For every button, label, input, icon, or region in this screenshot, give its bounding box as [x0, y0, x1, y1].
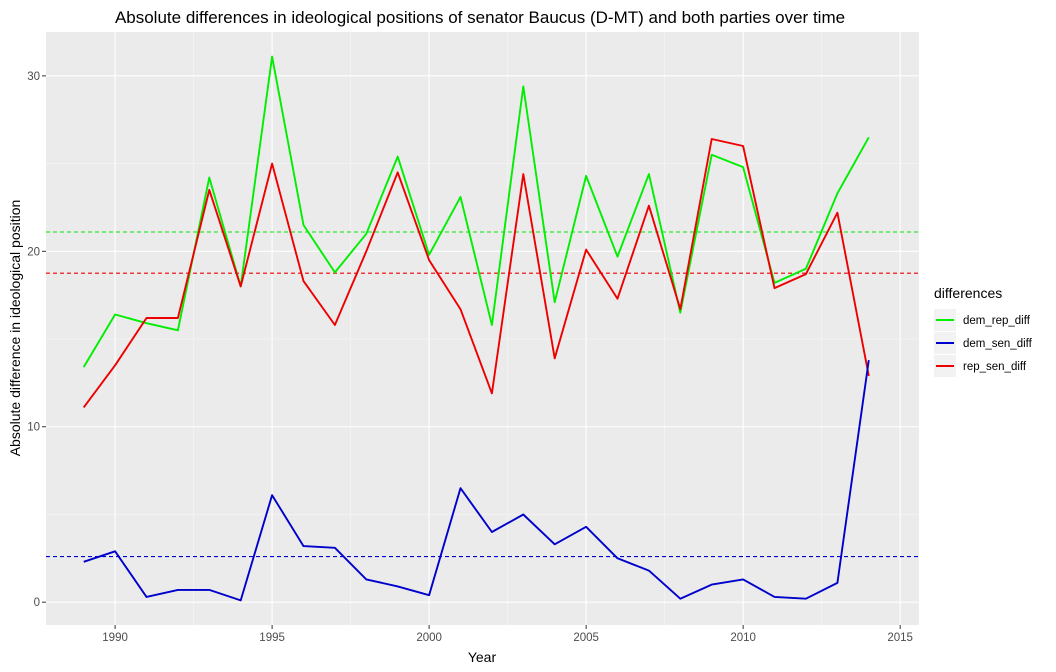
x-tick-label: 1995	[259, 632, 285, 644]
y-tick-label: 30	[27, 71, 40, 83]
x-tick-label: 2000	[416, 632, 442, 644]
y-tick-label: 10	[27, 422, 40, 434]
series-line-rep_sen_diff	[82, 138, 870, 408]
minor-gridlines	[46, 32, 919, 625]
x-tick-label: 1990	[102, 632, 128, 644]
x-axis-title: Year	[468, 649, 497, 665]
legend-items: dem_rep_diff dem_sen_diff rep_sen_diff	[934, 309, 1033, 377]
y-tick-label: 20	[27, 246, 40, 258]
legend: differences dem_rep_diff dem_sen_diff rep_…	[934, 285, 1033, 377]
legend-label: rep_sen_diff	[963, 361, 1027, 373]
series-line-dem_rep_diff	[82, 55, 870, 368]
x-axis: 1990 1995 2000 2005 2010 2015	[102, 625, 913, 644]
legend-label: dem_sen_diff	[963, 338, 1033, 350]
legend-title: differences	[934, 285, 1002, 301]
series-line-dem_sen_diff	[83, 359, 870, 602]
x-tick-label: 2005	[573, 632, 599, 644]
y-tick-label: 0	[34, 597, 40, 609]
series-lines	[82, 55, 870, 602]
x-tick-label: 2010	[730, 632, 756, 644]
y-axis-title: Absolute difference in ideological posit…	[7, 200, 23, 457]
plot-panel	[46, 32, 919, 625]
legend-label: dem_rep_diff	[963, 315, 1031, 327]
y-axis: 0 10 20 30	[27, 71, 46, 609]
x-tick-label: 2015	[887, 632, 913, 644]
major-gridlines	[46, 32, 919, 625]
chart-title: Absolute differences in ideological posi…	[115, 8, 845, 27]
mean-reference-lines	[46, 231, 919, 558]
